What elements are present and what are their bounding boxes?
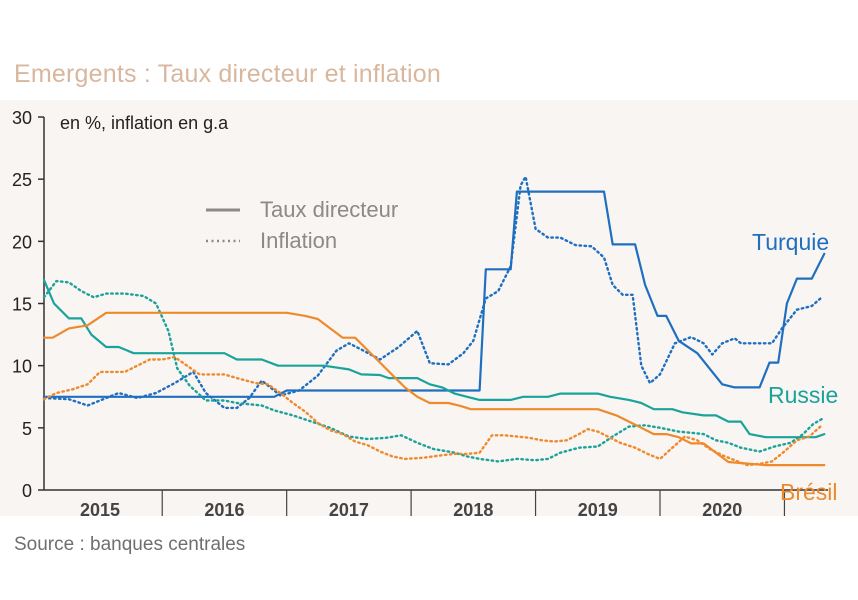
series-line-russie-taux-directeur [42, 278, 826, 439]
series-line-bresil-taux-directeur [42, 311, 826, 467]
unit-note: en %, inflation en g.a [60, 113, 229, 133]
y-tick-label: 5 [22, 419, 32, 439]
chart-source: Source : banques centrales [14, 534, 246, 555]
y-tick-label: 10 [12, 357, 32, 377]
x-tick-label: 2016 [204, 500, 244, 520]
y-tick-label: 0 [22, 481, 32, 501]
x-tick-label: 2015 [80, 500, 120, 520]
y-tick-label: 20 [12, 232, 32, 252]
axes: 0 5 10 15 20 25 30 2015 2016 2017 2018 2019 2020 [12, 108, 828, 520]
chart-title: Emergents : Taux directeur et inflation [14, 60, 442, 88]
x-tick-label: 2019 [578, 500, 618, 520]
legend-inflation: Inflation [260, 228, 337, 253]
series-label-turquie: Turquie [752, 229, 829, 255]
series-line-bresil-inflation [42, 355, 823, 467]
series-layer [42, 175, 826, 467]
x-tick-label: 2017 [329, 500, 369, 520]
series-line-turquie-taux-directeur [42, 190, 826, 398]
legend-policy-rate: Taux directeur [260, 197, 398, 222]
y-tick-label: 30 [12, 108, 32, 128]
series-label-bresil: Brésil [780, 479, 838, 505]
y-tick-label: 25 [12, 170, 32, 190]
x-tick-label: 2020 [702, 500, 742, 520]
series-label-russie: Russie [768, 382, 838, 408]
y-tick-label: 15 [12, 295, 32, 315]
legend: Taux directeur Inflation [206, 197, 398, 253]
x-tick-label: 2018 [453, 500, 493, 520]
series-line-russie-inflation [42, 279, 823, 463]
series-line-turquie-inflation [42, 175, 823, 410]
